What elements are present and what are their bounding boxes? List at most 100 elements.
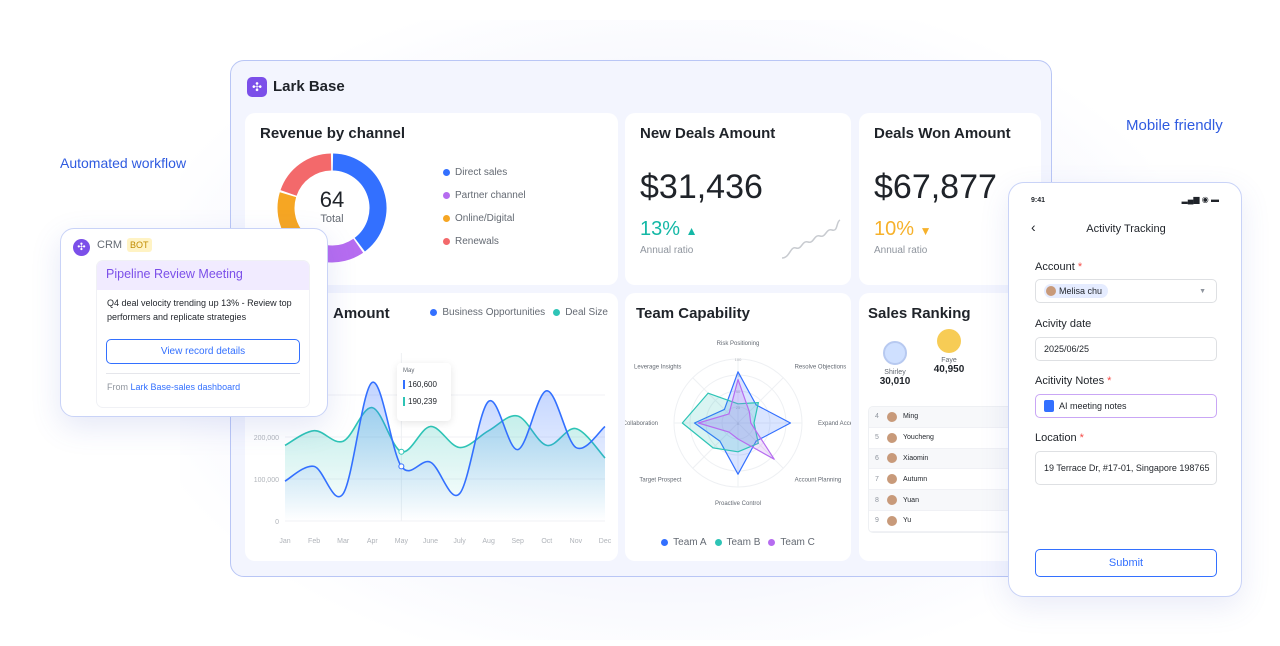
rank-number: 8 xyxy=(875,496,879,504)
team-legend: Team A Team B Team C xyxy=(625,537,851,548)
deals-won-ratio-label: Annual ratio xyxy=(874,245,928,256)
donut-total: 64 xyxy=(319,187,345,212)
ranking-row[interactable]: 4 Ming xyxy=(869,407,1041,428)
podium-name: Faye xyxy=(941,357,957,364)
account-select[interactable]: Melisa chu ▼ xyxy=(1035,279,1217,303)
location-field[interactable]: 19 Terrace Dr, #17-01, Singapore 198765 xyxy=(1035,451,1217,485)
dashboard-link[interactable]: Lark Base-sales dashboard xyxy=(130,382,241,392)
donut-slice-3 xyxy=(280,153,332,197)
account-avatar xyxy=(1046,286,1056,296)
series-line-0 xyxy=(284,381,606,498)
ranking-row[interactable]: 9 Yu xyxy=(869,511,1041,532)
team-title: Team Capability xyxy=(636,305,750,322)
x-tick-label: Nov xyxy=(570,538,583,545)
x-tick-label: Jan xyxy=(279,538,290,545)
account-value: Melisa chu xyxy=(1059,286,1103,296)
legend-item: Partner channel xyxy=(443,190,526,201)
rank-name: Xiaomin xyxy=(903,454,929,462)
avatar xyxy=(937,329,961,353)
radar-axis-label: Proactive Control xyxy=(715,501,761,507)
x-tick-label: June xyxy=(423,538,438,545)
mobile-friendly-label: Mobile friendly xyxy=(1126,117,1223,134)
rank-name: Ming xyxy=(903,413,919,421)
document-icon xyxy=(1044,400,1054,412)
notes-field[interactable]: AI meeting notes xyxy=(1035,394,1217,418)
radar-spoke xyxy=(737,422,784,469)
notes-label: Acitivity Notes xyxy=(1035,375,1105,387)
revenue-title: Revenue by channel xyxy=(260,125,406,142)
trend-down-icon: ▼ xyxy=(919,224,932,238)
crm-sender: CRM xyxy=(97,239,123,251)
series-point xyxy=(398,463,405,470)
ranking-row[interactable]: 6 Xiaomin xyxy=(869,448,1041,470)
y-tick-label: 0 xyxy=(275,519,279,526)
view-record-details-button[interactable]: View record details xyxy=(106,339,300,364)
crm-bot-avatar-icon: ✣ xyxy=(73,239,90,256)
radar-tick: 0 xyxy=(737,421,740,426)
donut-slice-0 xyxy=(332,153,387,252)
legend-item: Business Opportunities xyxy=(430,307,545,318)
deals-won-title: Deals Won Amount xyxy=(874,125,1011,142)
trend-up-icon: ▲ xyxy=(685,224,698,238)
radar-axis-label: Target Prospect xyxy=(639,478,681,484)
legend-label: Team B xyxy=(726,537,761,548)
legend-item: Team A xyxy=(661,537,707,548)
legend-label: Team A xyxy=(673,537,707,548)
x-tick-label: Dec xyxy=(599,538,612,545)
legend-label: Direct sales xyxy=(455,167,508,178)
radar-axis-label: Expand Access xyxy=(818,421,851,427)
podium-2: Shirley 30,010 xyxy=(875,341,915,387)
ranking-row[interactable]: 8 Yuan xyxy=(869,490,1041,511)
radar-series-1 xyxy=(681,392,759,453)
amount-legend: Business Opportunities Deal Size xyxy=(430,307,608,318)
chevron-down-icon: ▼ xyxy=(1199,287,1206,295)
radar-series-2 xyxy=(697,378,775,460)
submit-button[interactable]: Submit xyxy=(1035,549,1217,577)
x-tick-label: Feb xyxy=(308,538,320,545)
radar-tick: 50 xyxy=(736,389,741,394)
app-title: Lark Base xyxy=(273,78,345,95)
radar-axis-label: Account Planning xyxy=(795,478,842,484)
automated-workflow-label: Automated workflow xyxy=(60,155,187,171)
status-time: 9:41 xyxy=(1031,197,1046,204)
avatar xyxy=(887,453,897,464)
legend-label: Renewals xyxy=(455,236,499,247)
x-tick-label: Aug xyxy=(482,538,495,545)
legend-label: Online/Digital xyxy=(455,213,515,224)
rank-number: 9 xyxy=(875,517,879,525)
legend-label: Deal Size xyxy=(565,307,608,318)
x-tick-label: Sep xyxy=(511,538,524,545)
radar-axis-label: Leverage Insights xyxy=(634,364,681,370)
notes-value: AI meeting notes xyxy=(1059,401,1127,411)
x-tick-label: Oct xyxy=(541,538,552,545)
legend-label: Business Opportunities xyxy=(442,307,546,318)
x-tick-label: Mar xyxy=(337,538,350,545)
rank-number: 7 xyxy=(875,475,879,483)
avatar xyxy=(887,515,897,526)
ranking-row[interactable]: 7 Autumn xyxy=(869,469,1041,491)
back-chevron-icon[interactable]: ‹ xyxy=(1031,219,1036,235)
podium-value: 30,010 xyxy=(879,376,911,387)
legend-label: Partner channel xyxy=(455,190,526,201)
lark-base-logo-icon: ✣ xyxy=(247,77,267,97)
crm-bot-message: ✣ CRM BOT Pipeline Review Meeting Q4 dea… xyxy=(60,228,328,417)
radar-axis-label: Resolve Objections xyxy=(795,364,847,370)
avatar xyxy=(887,411,897,422)
legend-item: Online/Digital xyxy=(443,213,526,224)
date-field[interactable]: 2025/06/25 xyxy=(1035,337,1217,361)
location-label: Location xyxy=(1035,432,1077,444)
revenue-legend: Direct sales Partner channel Online/Digita… xyxy=(443,167,526,247)
legend-item: Deal Size xyxy=(553,307,608,318)
deals-won-amount: $67,877 xyxy=(874,168,997,206)
podium-1: Faye 40,950 xyxy=(929,329,969,375)
ranking-row[interactable]: 5 Youcheng xyxy=(869,428,1041,449)
amount-line-chart: 0 100,000 200,000 Jan Feb Mar Apr May June July Au… xyxy=(254,353,612,545)
bot-badge: BOT xyxy=(127,238,152,252)
status-icons: ▂▄▆ ◉ ▬ xyxy=(1181,195,1219,204)
new-deals-ratio: 13% xyxy=(640,218,681,240)
radar-axis-label: Collaboration xyxy=(625,421,658,427)
team-radar-chart: Risk Positioning Resolve Objections Expand… xyxy=(625,341,851,507)
account-label: Account xyxy=(1035,261,1075,273)
x-tick-label: May xyxy=(395,538,409,545)
avatar xyxy=(887,474,897,485)
